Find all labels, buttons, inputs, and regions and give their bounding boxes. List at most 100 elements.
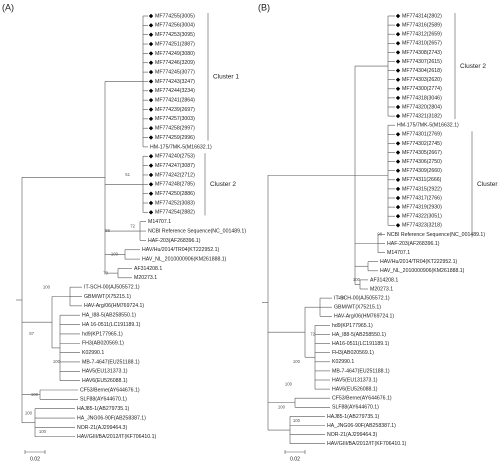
- leaf-label: M20273.1: [134, 275, 157, 281]
- leaf-marker: [395, 13, 401, 19]
- bootstrap-value: 100: [43, 284, 51, 289]
- leaf-marker: [395, 50, 401, 55]
- leaf-marker: [148, 191, 154, 196]
- leaf-label: HAV5(EU131373.1): [82, 369, 128, 375]
- leaf-marker: [395, 195, 401, 201]
- leaf-marker: [395, 95, 401, 101]
- leaf-label: MF774249(3080): [155, 51, 195, 57]
- cluster-label: Cluster 1: [477, 181, 500, 188]
- leaf-label: NOR-21(AJ299464.3): [327, 432, 377, 438]
- leaf-label: MF774305(2667): [402, 150, 442, 156]
- leaf-label: hd9(KP177965.1): [332, 323, 373, 329]
- bootstrap-value: 72: [130, 224, 135, 229]
- leaf-marker: [148, 69, 154, 75]
- leaf-label: HAV6(EU526088.1): [82, 378, 128, 384]
- leaf-label: HAV-Arg/06(HM769724.1): [334, 314, 394, 320]
- leaf-label: FH3(AB020569.1): [332, 350, 374, 356]
- leaf-label: MB-7-4647(EU251188.1): [82, 359, 140, 365]
- leaf-label: HA16-0511(LC191189.1): [332, 341, 389, 347]
- leaf-label: HAJ85-1(AB279735.1): [327, 414, 379, 420]
- leaf-label: HAV-Arg/06(HM769724.1): [84, 303, 144, 309]
- leaf-marker: [148, 97, 154, 103]
- leaf-marker: [395, 168, 401, 173]
- cluster-label: Cluster 1: [213, 73, 239, 80]
- leaf-label: MF774244(3234): [155, 88, 195, 94]
- leaf-label: MF774319(2930): [402, 204, 442, 210]
- leaf-label: CF53/Berne(AY644676.1): [80, 387, 140, 393]
- leaf-marker: [395, 86, 401, 91]
- leaf-label: IT-SCH-00(AJ505572.1): [84, 285, 140, 291]
- leaf-label: NCBI Reference Sequence(NC_001489.1): [148, 228, 246, 234]
- leaf-label: K02990.1: [82, 350, 104, 356]
- leaf-marker: [395, 150, 401, 155]
- leaf-label: MF774322(3051): [402, 214, 442, 220]
- leaf-marker: [148, 23, 154, 28]
- leaf-label: HAV_NL_2010000906(KM261888.1): [142, 256, 227, 262]
- leaf-label: MF774316(2589): [402, 22, 442, 28]
- leaf-label: MF774309(2660): [402, 168, 442, 174]
- leaf-label: FH3(AB020569.1): [82, 341, 124, 347]
- leaf-label: HAF-203(AF268396.1): [148, 238, 201, 244]
- leaf-label: MF774323(3218): [402, 223, 442, 229]
- leaf-label: K02990.1: [332, 359, 354, 365]
- leaf-label: MF774304(2618): [402, 68, 442, 74]
- leaf-label: MF774250(2886): [155, 191, 195, 197]
- leaf-marker: [148, 210, 154, 215]
- leaf-label: M14707.1: [148, 219, 171, 225]
- leaf-label: MF774255(3005): [155, 13, 195, 19]
- leaf-label: MF774318(3046): [402, 95, 442, 101]
- leaf-marker: [395, 104, 401, 110]
- leaf-marker: [148, 172, 154, 178]
- leaf-marker: [148, 182, 154, 187]
- leaf-label: HM-175/7MK-5(M16632.1): [150, 144, 212, 150]
- leaf-label: MF774243(3247): [155, 79, 195, 85]
- leaf-marker: [148, 200, 154, 206]
- leaf-label: MF774308(2743): [402, 50, 442, 56]
- leaf-label: MF774248(2785): [155, 182, 195, 188]
- leaf-marker: [395, 22, 401, 28]
- panel-label: (B): [258, 2, 270, 12]
- leaf-marker: [395, 177, 401, 182]
- bootstrap-value: 70: [103, 270, 108, 275]
- cluster-label: Cluster 2: [460, 63, 486, 70]
- leaf-marker: [395, 186, 401, 192]
- leaf-label: HAV5(EU131373.1): [332, 377, 378, 383]
- leaf-label: HAV/GIII/BA/2012/IT(KF706410.1): [77, 434, 156, 440]
- leaf-marker: [148, 51, 154, 56]
- leaf-marker: [148, 13, 154, 19]
- leaf-marker: [148, 126, 154, 131]
- leaf-marker: [395, 141, 401, 146]
- leaf-label: M14707.1: [387, 250, 410, 256]
- leaf-marker: [148, 107, 154, 112]
- leaf-marker: [395, 223, 401, 228]
- bootstrap-value: 100: [353, 277, 361, 282]
- bootstrap-value: 100: [39, 429, 47, 434]
- leaf-label: MF774311(2666): [402, 177, 442, 183]
- leaf-label: AF314208.1: [134, 266, 162, 272]
- leaf-label: HA 16-0511(LC191189.1): [82, 322, 141, 328]
- leaf-marker: [395, 214, 401, 219]
- leaf-label: MF774320(2804): [402, 104, 442, 110]
- leaf-label: AF314208.1: [370, 277, 398, 283]
- bootstrap-value: 100: [31, 392, 39, 397]
- leaf-marker: [148, 79, 154, 84]
- bootstrap-value: 100: [285, 382, 293, 387]
- leaf-marker: [395, 59, 401, 64]
- leaf-marker: [148, 154, 154, 159]
- leaf-label: HA_I88-5(AB258550.1): [82, 313, 136, 319]
- leaf-marker: [395, 41, 401, 46]
- bootstrap-value: 100: [111, 252, 119, 257]
- leaf-label: MF774315(2922): [402, 186, 442, 192]
- leaf-label: GBM/WT(X75215.1): [84, 294, 131, 300]
- leaf-marker: [148, 163, 154, 168]
- leaf-label: HAF-203(AF268396.1): [387, 241, 440, 247]
- bootstrap-value: 100: [25, 411, 33, 416]
- leaf-label: MF774300(2774): [402, 86, 442, 92]
- leaf-label: HAV6(EU526088.1): [332, 386, 378, 392]
- leaf-label: MF774321(3182): [402, 113, 442, 119]
- leaf-label: MF774252(3083): [155, 200, 195, 206]
- leaf-label: SLF88(AY644670.1): [80, 397, 127, 403]
- bootstrap-value: 100: [293, 359, 301, 364]
- leaf-label: MB-7-4647(EU251188.1): [332, 368, 390, 374]
- bootstrap-value: 86: [105, 228, 110, 233]
